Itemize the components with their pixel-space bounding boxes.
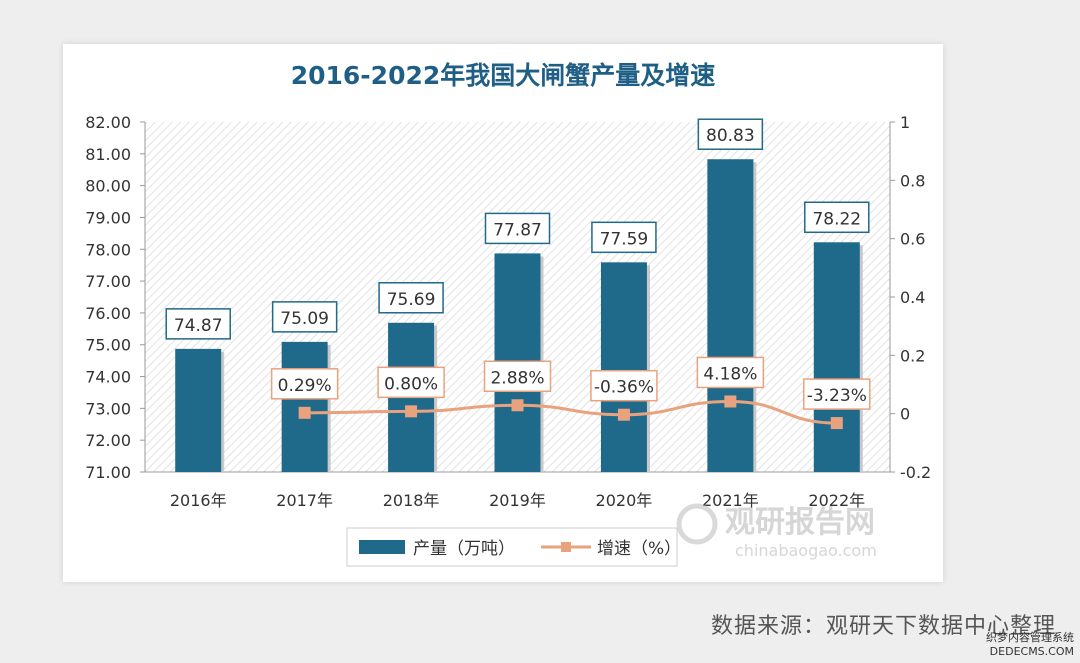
corner-watermark: 织梦内容管理系统 DEDECMS.COM xyxy=(986,631,1074,659)
left-tick-label: 77.00 xyxy=(85,272,131,291)
right-tick-label: 1 xyxy=(900,113,910,132)
left-tick-label: 73.00 xyxy=(85,399,131,418)
left-tick-label: 79.00 xyxy=(85,208,131,227)
bar-data-label: 74.87 xyxy=(174,316,223,336)
bar-data-label: 80.83 xyxy=(706,126,755,146)
line-marker xyxy=(617,408,630,421)
bar-data-label-box xyxy=(378,282,444,314)
legend-line-marker xyxy=(561,542,571,552)
line-data-label: 4.18% xyxy=(703,364,757,384)
left-tick-label: 76.00 xyxy=(85,304,131,323)
line-data-label-box xyxy=(803,378,871,410)
watermark-logo-icon xyxy=(676,503,718,545)
left-tick-label: 78.00 xyxy=(85,240,131,259)
bar-data-label-box xyxy=(804,201,870,234)
x-tick-label: 2016年 xyxy=(170,491,227,510)
x-tick-label: 2021年 xyxy=(702,491,759,510)
bar xyxy=(175,348,222,472)
line-marker xyxy=(298,406,311,419)
x-tick-label: 2022年 xyxy=(808,491,865,510)
right-tick-label: 0.8 xyxy=(900,171,925,190)
legend-line-label: 增速（%） xyxy=(597,539,681,559)
legend: 产量（万吨） 增速（%） xyxy=(346,527,681,567)
bar xyxy=(813,242,860,472)
bar-data-label: 75.69 xyxy=(387,290,436,310)
bar-series: 74.87 75.09 75.69 77.87 77.59 80.83 78.22 xyxy=(165,118,870,472)
bar-data-label: 77.87 xyxy=(493,220,542,240)
x-tick-label: 2018年 xyxy=(383,491,440,510)
left-axis: 71.00 72.00 73.00 74.00 75.00 76.00 77.00 78.00… xyxy=(85,113,146,482)
line-marker xyxy=(405,405,418,418)
watermark-url: chinabaogao.com xyxy=(735,541,877,560)
corner-watermark-line2: DEDECMS.COM xyxy=(989,645,1074,658)
right-tick-label: 0.4 xyxy=(900,288,925,307)
right-tick-label: 0 xyxy=(900,405,910,424)
x-tick-label: 2019年 xyxy=(489,491,546,510)
line-data-label-box xyxy=(696,356,765,389)
bar-data-label-box xyxy=(165,308,231,340)
line-data-label-box xyxy=(270,368,339,400)
chart-card: 2016-2022年我国大闸蟹产量及增速 71.00 72.00 73.00 74.0… xyxy=(63,44,943,582)
x-tick-label: 2020年 xyxy=(596,491,653,510)
right-tick-label: 0.2 xyxy=(900,346,925,365)
left-tick-label: 72.00 xyxy=(85,431,131,450)
right-tick-label: 0.6 xyxy=(900,230,925,249)
bar-data-label: 75.09 xyxy=(280,309,329,329)
legend-bar-label: 产量（万吨） xyxy=(413,539,515,559)
chart-title: 2016-2022年我国大闸蟹产量及增速 xyxy=(291,61,716,90)
left-tick-label: 71.00 xyxy=(85,463,131,482)
bar-data-label-box xyxy=(271,301,338,333)
bar-data-label-box xyxy=(484,212,551,245)
line-data-label: 2.88% xyxy=(490,368,544,388)
right-axis: -0.2 0 0.2 0.4 0.6 0.8 1 xyxy=(889,113,931,482)
x-tick-label: 2017年 xyxy=(276,491,333,510)
bar-data-label-box xyxy=(697,118,764,150)
line-data-label-box xyxy=(590,369,658,402)
bar xyxy=(707,159,754,472)
line-marker xyxy=(511,399,524,412)
line-data-label-box xyxy=(377,366,445,399)
chart: 2016-2022年我国大闸蟹产量及增速 71.00 72.00 73.00 74.0… xyxy=(85,61,931,567)
line-data-label: -0.36% xyxy=(594,378,654,398)
line-data-label: 0.29% xyxy=(278,376,332,396)
watermark: 观研报告网 chinabaogao.com xyxy=(676,503,877,560)
left-tick-label: 75.00 xyxy=(85,336,131,355)
line-data-label-box xyxy=(483,360,552,393)
left-tick-label: 74.00 xyxy=(85,368,131,387)
line-marker xyxy=(830,417,843,430)
line-series: 0.29% 0.80% 2.88% -0.36% 4.18% -3.23% xyxy=(270,356,871,430)
legend-bar-swatch xyxy=(359,540,405,554)
line-data-label: 0.80% xyxy=(384,374,438,394)
line-path xyxy=(304,399,837,425)
bar-data-label: 78.22 xyxy=(812,209,861,229)
bar-data-label-box xyxy=(591,221,657,254)
bar xyxy=(600,262,647,472)
corner-watermark-line1: 织梦内容管理系统 xyxy=(986,631,1074,644)
left-tick-label: 80.00 xyxy=(85,177,131,196)
line-marker xyxy=(724,395,737,408)
right-tick-label: -0.2 xyxy=(900,463,931,482)
left-tick-label: 82.00 xyxy=(85,113,131,132)
left-tick-label: 81.00 xyxy=(85,145,131,164)
line-data-label: -3.23% xyxy=(807,386,867,406)
data-source: 数据来源：观研天下数据中心整理 xyxy=(710,614,1056,639)
watermark-brand: 观研报告网 xyxy=(725,505,875,540)
bar-data-label: 77.59 xyxy=(600,229,649,249)
